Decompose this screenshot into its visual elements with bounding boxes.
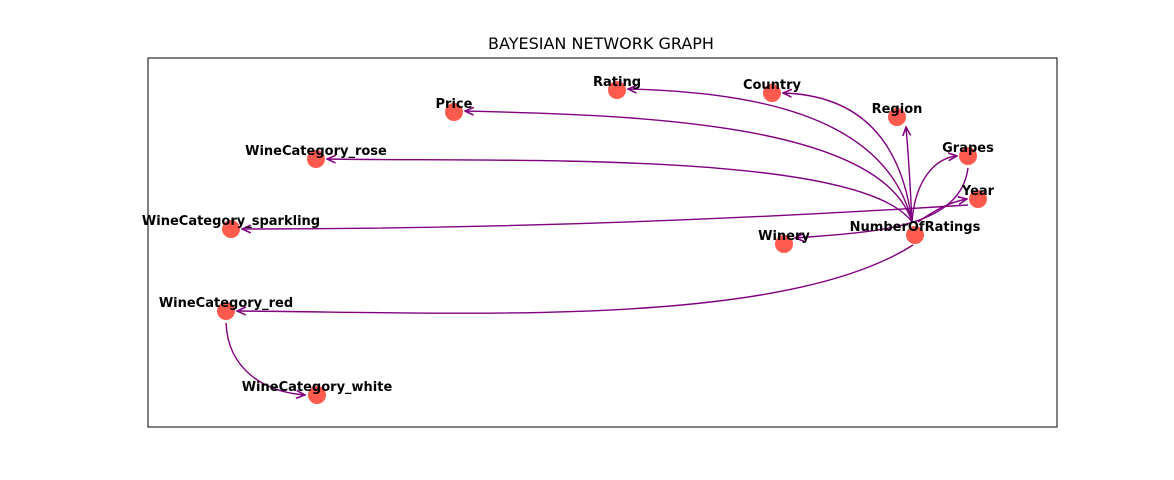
- node-winecategory_sparkling: [222, 220, 240, 238]
- node-winecategory_rose: [307, 150, 325, 168]
- edge-numberofratings-to-year: [917, 199, 967, 223]
- node-winecategory_red: [217, 302, 235, 320]
- edge-numberofratings-to-region: [906, 127, 913, 223]
- node-label-winecategory_red: WineCategory_red: [159, 296, 293, 311]
- node-label-region: Region: [872, 102, 923, 117]
- plot-frame: [147, 57, 1058, 428]
- node-label-numberofratings: NumberOfRatings: [850, 220, 981, 235]
- edge-winecategory_red-to-winecategory_white: [225, 322, 305, 395]
- node-label-winery: Winery: [758, 229, 810, 244]
- node-layer: [217, 81, 987, 404]
- edge-numberofratings-to-winecategory_rose: [327, 159, 913, 223]
- node-price: [445, 103, 463, 121]
- edge-numberofratings-to-winecategory_red: [237, 244, 914, 313]
- node-grapes: [959, 147, 977, 165]
- node-winery: [775, 235, 793, 253]
- node-label-winecategory_white: WineCategory_white: [242, 380, 393, 395]
- edge-numberofratings-to-grapes: [911, 156, 957, 223]
- edge-numberofratings-to-country: [783, 93, 913, 223]
- node-winecategory_white: [308, 386, 326, 404]
- chart-title: BAYESIAN NETWORK GRAPH: [488, 34, 714, 53]
- node-label-grapes: Grapes: [942, 141, 994, 156]
- node-rating: [608, 81, 626, 99]
- node-country: [763, 84, 781, 102]
- edge-year-to-winecategory_sparkling: [242, 204, 969, 229]
- node-label-country: Country: [743, 78, 802, 93]
- node-label-winecategory_rose: WineCategory_rose: [245, 144, 387, 159]
- edge-numberofratings-to-price: [465, 111, 913, 223]
- node-label-year: Year: [961, 184, 995, 199]
- edge-grapes-to-winery: [795, 167, 969, 238]
- node-numberofratings: [906, 226, 924, 244]
- edge-numberofratings-to-rating: [628, 89, 913, 223]
- node-label-winecategory_sparkling: WineCategory_sparkling: [142, 214, 320, 229]
- label-layer: Price Rating Country Region Grapes Year Number…: [142, 75, 995, 395]
- node-label-rating: Rating: [593, 75, 641, 90]
- node-year: [969, 190, 987, 208]
- node-label-price: Price: [436, 97, 473, 112]
- edge-layer: [225, 89, 969, 395]
- node-region: [888, 108, 906, 126]
